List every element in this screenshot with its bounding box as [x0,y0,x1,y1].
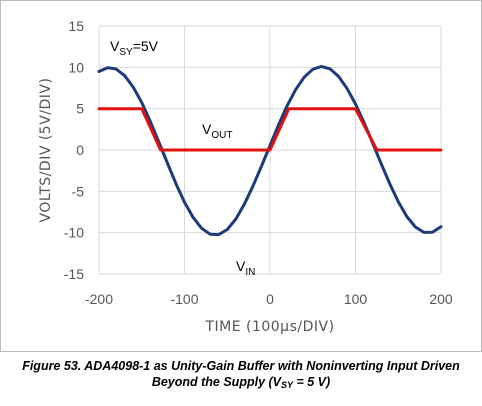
x-tick-label: -100 [170,291,198,307]
x-tick-label: 0 [266,291,274,307]
y-tick-label: -15 [64,266,84,282]
y-tick-label: -10 [64,225,84,241]
vsy-annotation: VSY=5V [110,38,159,58]
y-tick-label: 0 [76,142,84,158]
vout-annotation: VOUT [202,121,232,141]
tick-labels: 15 10 5 0 -5 -10 -15-200 -100 0 100 200 [64,18,453,307]
caption-line-1: Figure 53. ADA4098-1 as Unity-Gain Buffe… [22,359,460,373]
vin-annotation: VIN [236,258,255,278]
grid-lines [98,25,442,275]
chart-plot: 15 10 5 0 -5 -10 -15-200 -100 0 100 200 VOLTS/DIV … [38,18,453,335]
x-tick-label: -200 [85,291,113,307]
chart-frame: 15 10 5 0 -5 -10 -15 -200 -100 0 100 200 VOLTS/DIV … [0,0,482,352]
y-tick-label: 5 [76,101,84,117]
caption-line-2: Beyond the Supply (VSY = 5 V) [151,375,331,390]
y-tick-label: 10 [68,59,84,75]
x-tick-label: 100 [344,291,368,307]
series-line-vin [97,65,443,237]
series-line-vout [97,107,443,152]
figure-caption: Figure 53. ADA4098-1 as Unity-Gain Buffe… [0,358,482,393]
y-axis-title: VOLTS/DIV (5V/DIV) [38,78,54,223]
x-axis-title: TIME (100µs/DIV) [204,319,334,335]
y-tick-label: -5 [72,183,85,199]
y-tick-label: 15 [68,18,84,34]
data-series [97,65,443,237]
x-tick-label: 200 [429,291,453,307]
